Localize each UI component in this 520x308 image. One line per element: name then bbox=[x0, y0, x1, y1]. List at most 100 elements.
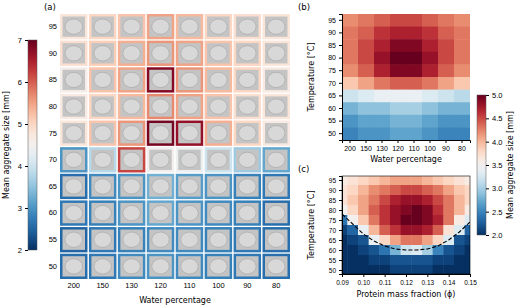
cell bbox=[263, 94, 290, 119]
cell bbox=[342, 27, 359, 40]
cell bbox=[358, 77, 375, 90]
tick: 100 bbox=[424, 140, 436, 152]
cell bbox=[454, 64, 470, 77]
cell bbox=[433, 195, 444, 206]
photo-detail bbox=[152, 152, 169, 167]
cell bbox=[443, 195, 454, 206]
photo-detail bbox=[94, 205, 111, 220]
photo bbox=[207, 70, 229, 90]
tick-mark bbox=[25, 124, 28, 125]
tick-mark bbox=[339, 270, 342, 271]
tick-mark bbox=[430, 140, 431, 143]
cell bbox=[411, 225, 422, 236]
tick: 120 bbox=[154, 279, 167, 290]
photo-detail bbox=[123, 259, 140, 274]
tick-mark bbox=[339, 20, 342, 21]
photo bbox=[207, 150, 229, 170]
tick: 110 bbox=[183, 279, 195, 290]
cell bbox=[118, 227, 145, 252]
tick-mark bbox=[339, 220, 342, 221]
cell bbox=[406, 39, 423, 52]
cell bbox=[443, 176, 454, 186]
tick-mark bbox=[382, 140, 383, 143]
tick-label: 3.5 bbox=[492, 161, 502, 170]
photo-detail bbox=[268, 46, 285, 61]
tick: 70 bbox=[328, 80, 342, 87]
cell bbox=[374, 14, 391, 27]
cell bbox=[379, 255, 390, 266]
cell bbox=[205, 14, 232, 39]
photo-detail bbox=[123, 152, 140, 167]
axis: 234567 bbox=[18, 36, 29, 255]
cell bbox=[422, 195, 433, 206]
cell bbox=[465, 195, 470, 206]
cell bbox=[358, 115, 375, 128]
photo bbox=[236, 150, 258, 170]
cell bbox=[60, 94, 87, 119]
cell bbox=[60, 147, 87, 172]
cell bbox=[438, 115, 455, 128]
cell bbox=[147, 94, 174, 119]
photo-detail bbox=[210, 46, 227, 61]
cell bbox=[374, 39, 391, 52]
tick-label: 75 bbox=[329, 217, 337, 224]
cell bbox=[454, 255, 465, 266]
cell bbox=[379, 185, 390, 196]
cell bbox=[406, 77, 423, 90]
tick-label: 130 bbox=[125, 281, 138, 290]
tick-label: 0.09 bbox=[336, 279, 349, 286]
cell bbox=[374, 27, 391, 40]
photo-detail bbox=[152, 126, 169, 141]
tick-label: 75 bbox=[49, 129, 57, 138]
cell bbox=[234, 254, 261, 279]
photo-detail bbox=[239, 232, 256, 247]
tick-mark bbox=[25, 82, 28, 83]
cell bbox=[433, 215, 444, 226]
photo-detail bbox=[239, 46, 256, 61]
tick-label: 0.15 bbox=[464, 279, 477, 286]
photo bbox=[149, 96, 171, 116]
photo-detail bbox=[94, 126, 111, 141]
cell bbox=[374, 102, 391, 115]
tick: 0.13 bbox=[422, 274, 435, 286]
photo-detail bbox=[268, 259, 285, 274]
photo bbox=[149, 123, 171, 143]
cell bbox=[454, 14, 470, 27]
tick: 5 bbox=[18, 120, 28, 129]
cell bbox=[234, 41, 261, 66]
tick: 100 bbox=[212, 279, 225, 290]
photo-detail bbox=[94, 99, 111, 114]
photo-detail bbox=[152, 259, 169, 274]
photo bbox=[63, 17, 85, 37]
cell bbox=[205, 67, 232, 92]
cell bbox=[176, 94, 203, 119]
tick-mark bbox=[414, 140, 415, 143]
tick: 3.5 bbox=[486, 161, 502, 170]
cell bbox=[390, 205, 401, 216]
cell bbox=[401, 265, 412, 274]
cell bbox=[358, 255, 369, 266]
cell bbox=[205, 254, 232, 279]
photo bbox=[120, 256, 142, 276]
axis-title: Temperature [°C] bbox=[307, 190, 316, 260]
photo bbox=[178, 17, 200, 37]
cell bbox=[347, 195, 358, 206]
photo-detail bbox=[94, 232, 111, 247]
cell bbox=[358, 52, 375, 65]
cell bbox=[347, 176, 358, 186]
photo bbox=[207, 17, 229, 37]
photo bbox=[63, 230, 85, 250]
cell bbox=[342, 39, 359, 52]
cell bbox=[358, 14, 375, 27]
photo bbox=[91, 43, 113, 63]
cell bbox=[147, 67, 174, 92]
cell bbox=[390, 90, 407, 103]
cell bbox=[358, 127, 375, 140]
tick: 130 bbox=[125, 279, 138, 290]
tick-mark bbox=[446, 140, 447, 143]
tick-label: 60 bbox=[328, 105, 336, 112]
photo bbox=[207, 256, 229, 276]
photo bbox=[63, 150, 85, 170]
cell bbox=[390, 265, 401, 274]
tick-mark bbox=[486, 142, 489, 143]
